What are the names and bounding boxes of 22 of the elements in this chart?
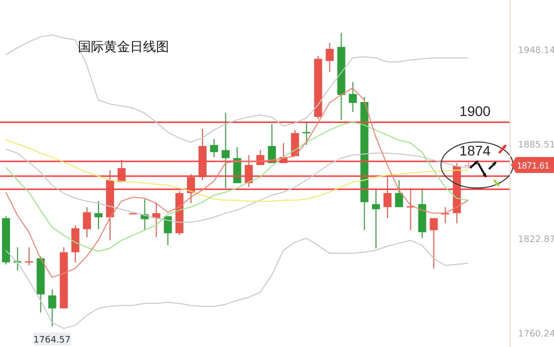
candlestick (441, 206, 450, 224)
candlestick (48, 288, 56, 328)
candlestick (82, 206, 91, 238)
line-series (5, 238, 469, 329)
candlestick (152, 202, 160, 238)
text: 1871.61 (517, 160, 550, 171)
annotation: 1764.57 (33, 336, 71, 346)
candlestick (326, 42, 334, 72)
candlestick (430, 218, 438, 269)
candlestick (71, 224, 80, 263)
candlestick (222, 112, 230, 189)
ref-line-label: 1900 (459, 103, 491, 120)
candlestick (348, 81, 357, 112)
candlestick (210, 138, 218, 158)
candlestick (395, 180, 404, 208)
y-tick-label: 1885.51 (518, 140, 554, 150)
candlestick (94, 200, 102, 230)
candlestick (372, 188, 380, 249)
ref-line-label: 1874 (459, 142, 491, 158)
candlestick (164, 216, 172, 246)
text: 国际黄金日线图 (78, 39, 169, 56)
y-tick-label: 1822.87 (518, 234, 554, 245)
